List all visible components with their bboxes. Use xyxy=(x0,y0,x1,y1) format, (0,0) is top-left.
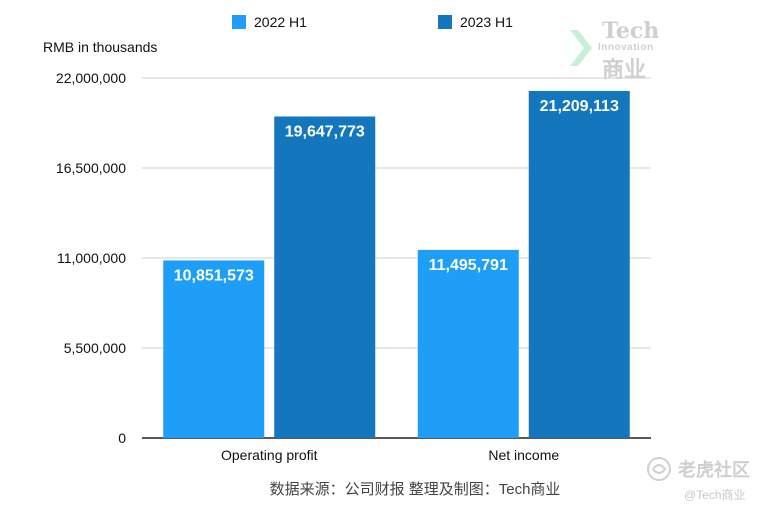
x-category-label: Operating profit xyxy=(221,447,318,463)
bar-value-label: 11,495,791 xyxy=(429,257,508,274)
tiger-community-watermark: 老虎社区 @Tech商业 xyxy=(644,452,764,508)
bar-value-label: 21,209,113 xyxy=(540,98,619,115)
legend-item-2023-h1: 2023 H1 xyxy=(438,14,513,30)
bar xyxy=(417,249,519,438)
source-caption: 数据来源：公司财报 整理及制图：Tech商业 xyxy=(269,481,561,498)
watermark-community-title: 老虎社区 xyxy=(678,460,750,480)
arrow-logo-icon xyxy=(570,30,592,66)
y-tick-label: 5,500,000 xyxy=(64,340,126,356)
watermark-tech-text: Tech xyxy=(602,18,660,44)
x-category-label: Net income xyxy=(488,447,559,463)
y-tick-label: 11,000,000 xyxy=(57,250,126,266)
bar xyxy=(274,116,376,438)
y-axis-unit-label: RMB in thousands xyxy=(43,39,158,55)
legend-swatch-2023-h1 xyxy=(438,15,452,29)
bar-value-label: 10,851,573 xyxy=(174,267,254,284)
y-tick-label: 0 xyxy=(118,430,126,446)
y-tick-label: 16,500,000 xyxy=(56,160,126,176)
tiger-logo-icon xyxy=(647,457,671,481)
watermark-cn-text: 商业 xyxy=(602,58,647,83)
tech-innovation-watermark: Tech Innovation 商业 xyxy=(568,18,668,83)
y-tick-label: 22,000,000 xyxy=(56,70,126,86)
bar-value-label: 19,647,773 xyxy=(285,123,365,140)
legend-item-2022-h1: 2022 H1 xyxy=(232,14,307,30)
legend-label-2023-h1: 2023 H1 xyxy=(460,14,513,30)
watermark-innovation-text: Innovation xyxy=(598,42,654,53)
legend-swatch-2022-h1 xyxy=(232,15,246,29)
watermark-handle: @Tech商业 xyxy=(684,488,746,502)
bar xyxy=(163,260,265,438)
legend-label-2022-h1: 2022 H1 xyxy=(254,14,307,30)
bar xyxy=(528,90,630,439)
